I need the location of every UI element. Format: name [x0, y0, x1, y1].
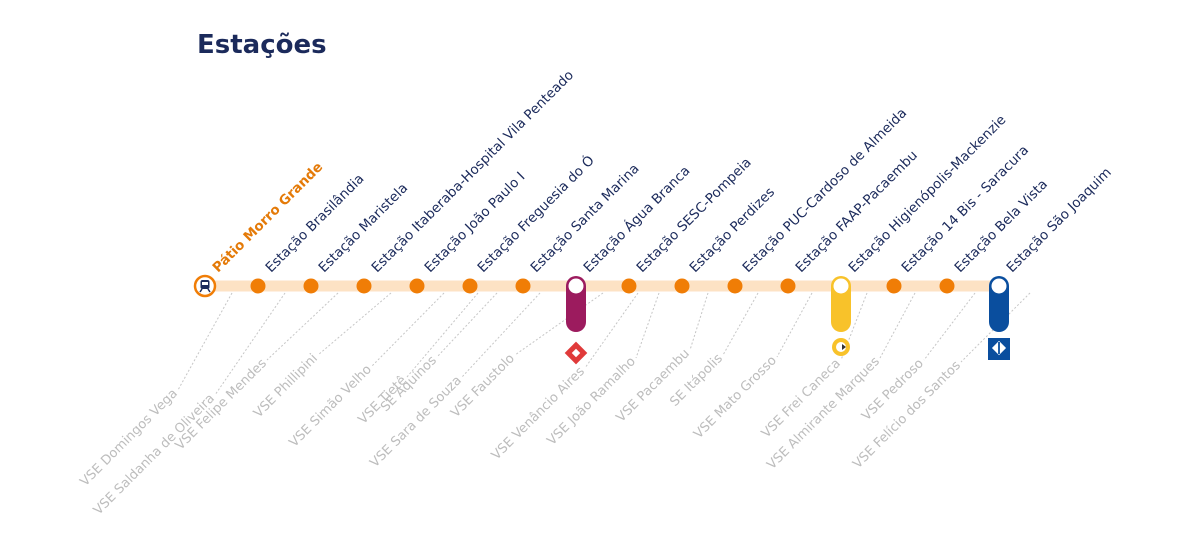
station-dot [621, 278, 637, 294]
cptm-diamond-icon [564, 341, 588, 365]
vse-guide-line [776, 292, 813, 358]
station-dot [356, 278, 372, 294]
vse-guide-line [584, 292, 639, 369]
train-icon [199, 280, 211, 293]
station-label: Estação São Joaquim [1004, 165, 1115, 276]
station-label: Estação Brasilândia [263, 171, 368, 276]
vse-guide-line [266, 292, 339, 361]
station-label: Estação Itaberaba-Hospital Vila Penteado [369, 67, 578, 276]
station-dot [515, 278, 531, 294]
transfer-dot [991, 278, 1007, 294]
vse-guide-line [214, 292, 286, 396]
vse-guide-line [635, 292, 660, 359]
station-dot [303, 278, 319, 294]
vse-guide-line [461, 292, 541, 378]
station-label: Estação Bela Vista [952, 176, 1051, 275]
station-label: Estação Maristela [316, 180, 412, 276]
station-dot [727, 278, 743, 294]
station-dot [250, 278, 266, 294]
transfer-dot [568, 278, 584, 294]
metro-diamond-icon [988, 338, 1010, 360]
station-estacao-perdizes: Estação Perdizes [674, 184, 778, 294]
station-dot [886, 278, 902, 294]
station-label: Estação Santa Marina [528, 161, 643, 276]
vse-guide-line [177, 292, 233, 391]
vse-guides [177, 292, 1031, 396]
vse-guide-line [317, 292, 392, 356]
viaquatro-icon [832, 338, 850, 356]
station-dot [939, 278, 955, 294]
vse-guide-line [371, 292, 445, 367]
vse-guide-line [923, 292, 976, 361]
vse-guide-line [879, 292, 916, 359]
transfer-dot [833, 278, 849, 294]
station-dot [409, 278, 425, 294]
station-dot [780, 278, 796, 294]
station-dot [674, 278, 690, 294]
station-label: Estação Água Branca [580, 162, 694, 276]
vse-guide-line [514, 292, 604, 356]
vse-guide-line [689, 292, 709, 351]
vse-guide-line [436, 292, 498, 358]
station-label: Estação João Paulo I [422, 169, 529, 276]
vse-label: VSE Sara de Souza [367, 373, 464, 470]
station-estacao-agua-branca: Estação Água Branca [564, 162, 694, 365]
station-dot [462, 278, 478, 294]
page-title: Estações [197, 30, 327, 60]
vse-guide-line [722, 292, 759, 356]
station-estacao-sao-joaquim: Estação São Joaquim [988, 165, 1115, 360]
